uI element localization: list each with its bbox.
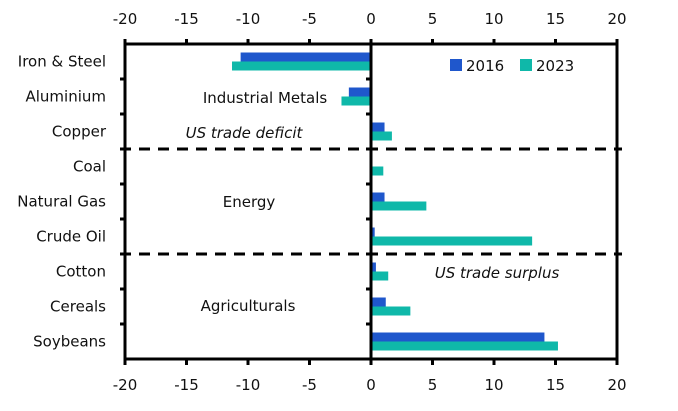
category-label-copper: Copper [52, 123, 107, 141]
bottom-tick-label: 5 [428, 376, 438, 394]
bar-natural-gas-2023 [371, 201, 427, 211]
bar-copper-2023 [371, 131, 392, 141]
top-tick-label: 20 [607, 10, 626, 28]
top-tick-label: -15 [174, 10, 199, 28]
group-label-industrial-metals: Industrial Metals [203, 89, 328, 107]
bottom-tick-label: -5 [302, 376, 317, 394]
bottom-tick-label: 15 [546, 376, 565, 394]
category-axis: Iron & Steel Aluminium Copper Coal Natural G… [17, 53, 107, 351]
legend-swatch-2023 [520, 59, 532, 71]
category-label-natural-gas: Natural Gas [17, 193, 106, 211]
top-tick-label: 10 [484, 10, 503, 28]
bar-natural-gas-2016 [371, 192, 385, 202]
bottom-tick-label: 10 [484, 376, 503, 394]
bar-aluminium-2016 [348, 87, 371, 97]
bar-copper-2016 [371, 122, 385, 132]
bar-iron-steel-2016 [240, 52, 371, 62]
category-label-aluminium: Aluminium [25, 88, 106, 106]
category-label-soybeans: Soybeans [33, 333, 106, 351]
bottom-tick-label: -20 [113, 376, 138, 394]
legend-label-2016: 2016 [466, 57, 504, 75]
bottom-tick-label: -15 [174, 376, 199, 394]
category-label-iron-steel: Iron & Steel [18, 53, 106, 71]
annotation-us-trade-deficit: US trade deficit [186, 124, 304, 142]
bar-soybeans-2016 [371, 332, 545, 342]
top-tick-label: 0 [366, 10, 376, 28]
bar-soybeans-2023 [371, 341, 558, 351]
bar-crude-oil-2023 [371, 236, 533, 246]
group-label-energy: Energy [223, 193, 276, 211]
group-label-agriculturals: Agriculturals [201, 297, 296, 315]
bottom-x-axis: -20 -15 -10 -5 0 5 10 15 20 [113, 359, 627, 394]
bottom-tick-label: 20 [607, 376, 626, 394]
legend-swatch-2016 [450, 59, 462, 71]
bar-cotton-2016 [371, 262, 376, 272]
bar-iron-steel-2023 [232, 61, 371, 71]
bar-coal-2023 [371, 166, 384, 176]
bottom-tick-label: 0 [366, 376, 376, 394]
bar-cotton-2023 [371, 271, 389, 281]
bars [232, 52, 558, 351]
bar-aluminium-2023 [341, 96, 371, 106]
bar-cereals-2023 [371, 306, 411, 316]
legend-label-2023: 2023 [536, 57, 574, 75]
bar-cereals-2016 [371, 297, 386, 307]
legend: 2016 2023 [450, 57, 574, 75]
category-label-cereals: Cereals [50, 298, 106, 316]
category-label-crude-oil: Crude Oil [36, 228, 106, 246]
top-tick-label: -5 [302, 10, 317, 28]
bar-crude-oil-2016 [371, 227, 375, 237]
category-label-cotton: Cotton [56, 263, 106, 281]
category-label-coal: Coal [73, 158, 106, 176]
top-tick-label: -10 [236, 10, 261, 28]
top-tick-label: 5 [428, 10, 438, 28]
plot-frame [120, 42, 619, 361]
bottom-tick-label: -10 [236, 376, 261, 394]
top-tick-label: 15 [546, 10, 565, 28]
top-x-axis: -20 -15 -10 -5 0 5 10 15 20 [113, 10, 627, 44]
annotation-us-trade-surplus: US trade surplus [435, 264, 560, 282]
top-tick-label: -20 [113, 10, 138, 28]
